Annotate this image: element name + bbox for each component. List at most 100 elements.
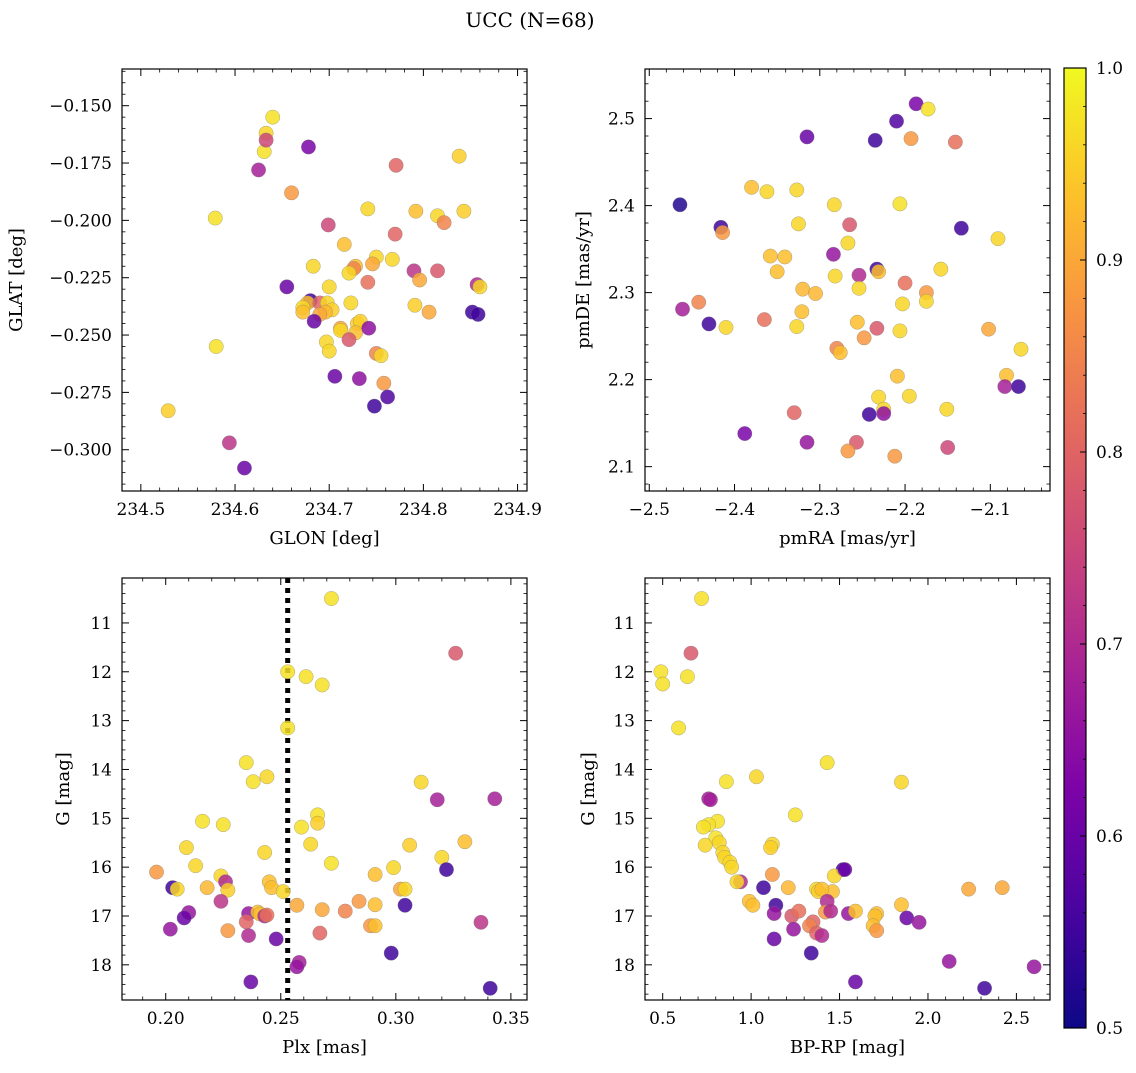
data-point (702, 792, 718, 808)
data-point (221, 435, 237, 451)
data-point (162, 921, 178, 937)
data-point (789, 319, 805, 335)
data-point (207, 210, 223, 226)
data-point (439, 862, 454, 878)
axes-frame (121, 68, 528, 492)
data-point (305, 258, 321, 274)
data-point (160, 403, 176, 419)
data-point (343, 295, 359, 311)
data-point (780, 880, 796, 896)
data-point (215, 817, 231, 833)
data-point (840, 443, 856, 459)
y-tick-label: −0.150 (49, 97, 112, 117)
data-point (903, 131, 919, 147)
data-point (279, 279, 295, 295)
ticks (121, 69, 527, 491)
data-point (994, 880, 1010, 896)
data-point (306, 313, 322, 329)
data-point (869, 923, 885, 939)
subplot-pmra-pmde: −2.5 −2.4 −2.3 −2.2 −2.1 2.1 2.2 2.3 2.4 2.5 pmRA … (573, 68, 1051, 549)
data-point (289, 897, 305, 913)
y-tick-label: 2.5 (608, 110, 635, 130)
data-point (280, 720, 296, 736)
scatter-points (149, 591, 503, 996)
data-point (473, 914, 489, 930)
data-point (388, 157, 404, 173)
data-point (814, 928, 830, 943)
data-point (361, 320, 377, 336)
data-point (826, 197, 842, 213)
data-point (825, 246, 841, 262)
data-point (337, 903, 353, 919)
data-point (803, 945, 819, 961)
x-tick-label: −2.4 (714, 500, 755, 520)
data-point (408, 203, 424, 219)
data-point (208, 339, 224, 354)
colorbar-tick-label: 1.0 (1096, 59, 1123, 79)
x-tick-label: 2.5 (1003, 1009, 1030, 1029)
data-point (691, 294, 707, 310)
data-point (837, 862, 853, 878)
data-point (413, 774, 429, 790)
data-point (769, 264, 785, 280)
x-tick-label: 0.20 (147, 1009, 185, 1029)
y-axis-label: GLAT [deg] (6, 228, 27, 332)
data-point (220, 882, 236, 898)
data-point (683, 645, 699, 661)
data-point (851, 267, 867, 283)
data-point (895, 296, 910, 312)
y-tick-label: −0.200 (49, 211, 112, 231)
data-point (407, 297, 423, 313)
y-axis-label: G [mag] (578, 752, 599, 825)
data-point (941, 953, 957, 969)
data-point (655, 676, 671, 692)
data-point (421, 304, 437, 320)
data-point (799, 434, 815, 450)
data-point (961, 881, 977, 897)
x-tick-label: −2.1 (970, 500, 1011, 520)
data-point (243, 974, 259, 990)
data-point (756, 312, 772, 328)
x-tick-label: −2.5 (629, 500, 670, 520)
y-tick-label: −0.250 (49, 326, 112, 346)
data-point (990, 231, 1006, 247)
x-tick-label: 234.8 (399, 500, 448, 520)
data-point (245, 774, 261, 790)
data-point (842, 217, 858, 233)
data-point (294, 819, 309, 835)
data-point (848, 974, 863, 990)
x-axis-label: GLON [deg] (269, 528, 379, 549)
data-point (367, 897, 383, 913)
data-point (933, 261, 949, 277)
colorbar: 0.5 0.6 0.7 0.8 0.9 1.0 (1063, 59, 1123, 1039)
data-point (323, 591, 339, 606)
data-point (383, 945, 399, 961)
data-point (953, 220, 969, 236)
data-point (430, 263, 445, 279)
y-tick-label: −0.300 (49, 441, 112, 461)
data-point (259, 769, 275, 785)
data-point (672, 197, 688, 213)
data-point (892, 196, 908, 212)
data-point (762, 248, 778, 264)
data-point (918, 293, 934, 309)
data-point (920, 101, 936, 117)
y-tick-label: 14 (90, 760, 112, 780)
data-point (901, 388, 917, 404)
y-tick-label: 13 (90, 712, 112, 732)
data-point (436, 215, 452, 231)
data-point (819, 755, 835, 771)
data-point (787, 807, 803, 823)
data-point (701, 316, 717, 332)
data-point (360, 201, 376, 217)
data-point (892, 323, 908, 339)
data-point (149, 864, 164, 880)
data-point (1013, 341, 1029, 357)
data-point (671, 720, 687, 736)
data-point (887, 448, 903, 464)
data-point (195, 813, 210, 829)
data-point (889, 113, 904, 129)
data-point (176, 910, 192, 926)
data-point (367, 918, 383, 934)
